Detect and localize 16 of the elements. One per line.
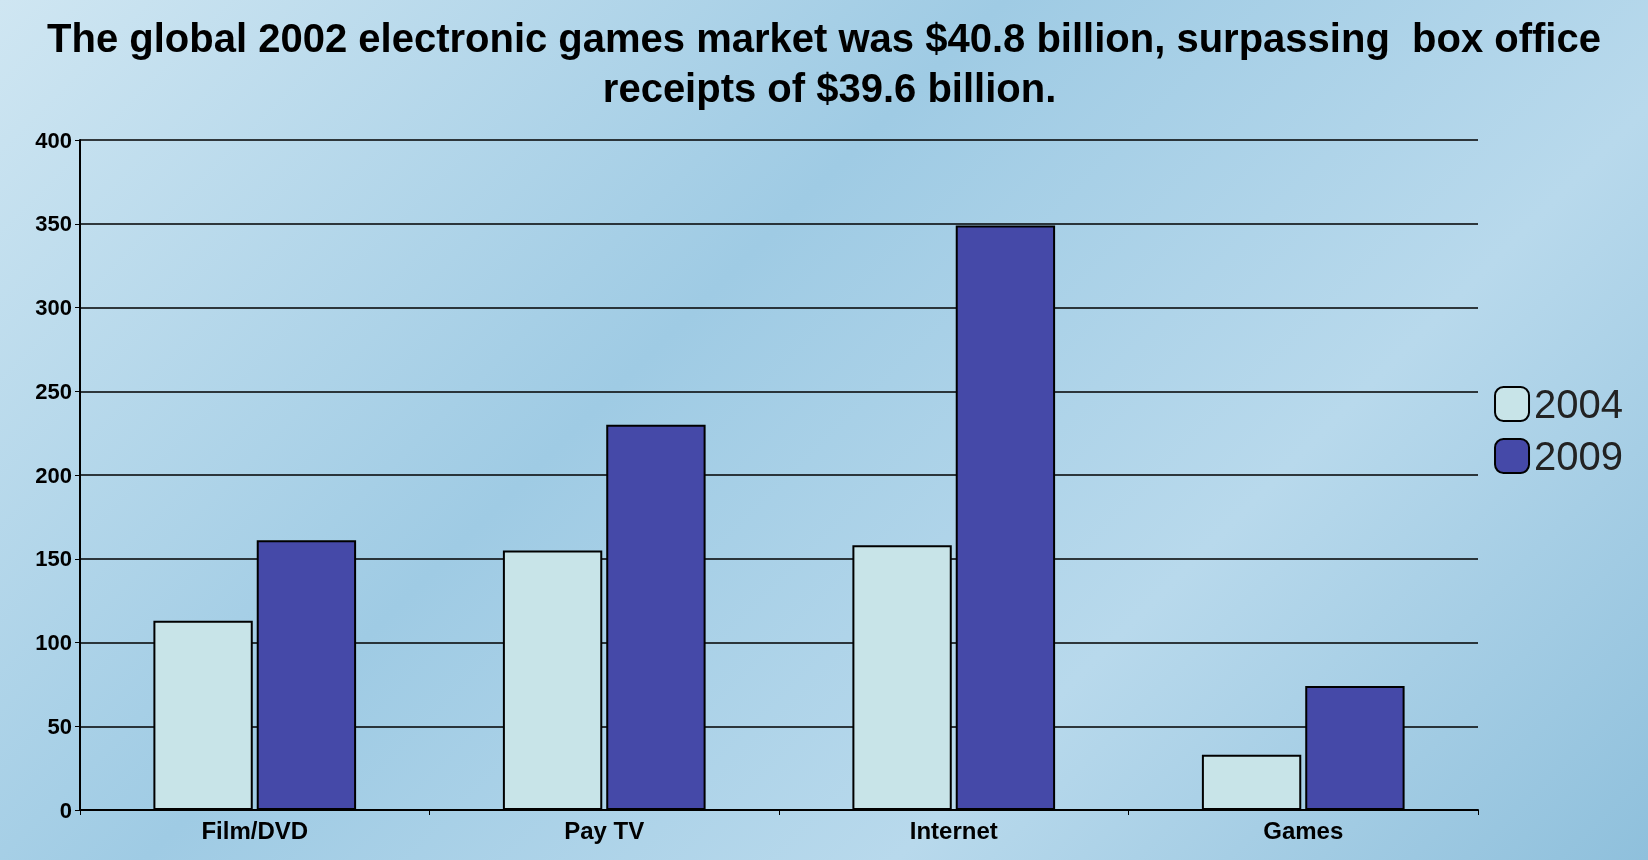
- y-tick-label: 150: [35, 546, 72, 572]
- legend-label: 2004: [1534, 382, 1623, 426]
- x-tick-label: Film/DVD: [201, 816, 309, 844]
- chart-title: The global 2002 electronic games market was $40.8 billion, surpassing box office receipts of $39.6 billion.: [47, 16, 1601, 110]
- y-tick-label: 250: [35, 378, 72, 404]
- y-tick-label: 300: [35, 295, 72, 320]
- legend-label: 2009: [1534, 434, 1623, 478]
- y-tick-label: 100: [35, 630, 72, 655]
- y-tick-label: 0: [59, 797, 72, 823]
- y-tick-label: 400: [35, 127, 72, 153]
- y-tick-label: 50: [47, 713, 72, 739]
- y-tick-label: 350: [35, 211, 72, 237]
- y-tick-label: 200: [35, 462, 72, 488]
- x-tick-label: Games: [1263, 816, 1344, 844]
- x-tick-label: Internet: [909, 816, 998, 844]
- x-tick-label: Pay TV: [564, 816, 645, 844]
